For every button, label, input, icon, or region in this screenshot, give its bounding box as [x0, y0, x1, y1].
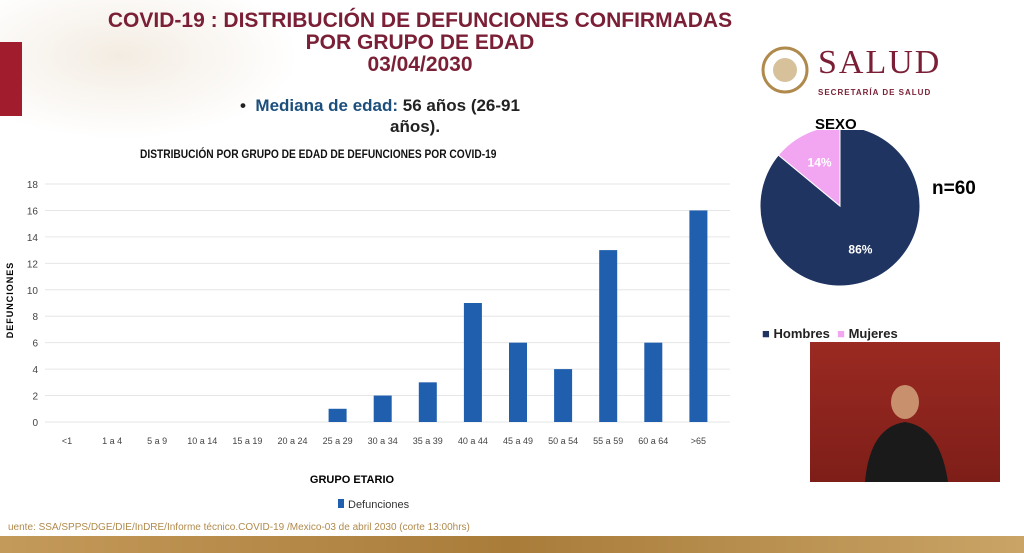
y-tick-label: 0 — [32, 418, 38, 429]
brand-name: SALUD — [818, 44, 942, 81]
sign-language-video — [810, 342, 1000, 482]
background-decoration — [0, 0, 300, 140]
y-tick-label: 14 — [27, 233, 39, 244]
x-tick-label: 15 a 19 — [232, 436, 262, 446]
x-tick-label: 10 a 14 — [187, 436, 217, 446]
legend-hombres: Hombres — [773, 326, 830, 341]
brand-subtitle: SECRETARÍA DE SALUD — [818, 88, 932, 97]
pie-slice-mujeres — [777, 130, 841, 208]
median-value: 56 años (26-91 — [402, 96, 520, 115]
title-date: 03/04/2030 — [367, 53, 473, 76]
y-tick-label: 8 — [32, 312, 38, 323]
x-tick-label: 1 a 4 — [102, 436, 122, 446]
pie-chart: 86% 14% — [759, 130, 921, 287]
y-tick-label: 12 — [27, 259, 39, 270]
pie-slice-label: 86% — [848, 242, 872, 256]
x-axis-label: GRUPO ETARIO — [310, 474, 395, 486]
median-label: Mediana de edad: — [255, 96, 399, 115]
y-tick-label: 6 — [32, 339, 38, 350]
sample-size: n=60 — [932, 178, 976, 199]
x-tick-label: 60 a 64 — [638, 436, 668, 446]
bar — [328, 408, 347, 422]
bar — [373, 395, 392, 422]
x-tick-label: 50 a 54 — [548, 436, 578, 446]
x-tick-label: <1 — [62, 436, 72, 446]
median-value-cont: años). — [390, 117, 441, 136]
footer-bar — [0, 536, 1024, 553]
legend-label: Defunciones — [348, 499, 410, 511]
pie-slice-hombres — [759, 130, 921, 287]
red-accent-bar — [0, 42, 22, 116]
title-line: COVID-19 : DISTRIBUCIÓN DE DEFUNCIONES C… — [107, 9, 733, 32]
y-tick-label: 18 — [27, 180, 39, 191]
bar — [644, 342, 663, 422]
pie-legend: ■ Hombres ■ Mujeres — [762, 326, 898, 341]
x-tick-label: 45 a 49 — [503, 436, 533, 446]
pie-title: SEXO — [815, 116, 857, 133]
y-tick-label: 16 — [27, 206, 39, 217]
bar — [599, 250, 618, 422]
x-tick-label: 40 a 44 — [458, 436, 488, 446]
pie-slice-label: 14% — [808, 156, 832, 170]
legend-mujeres: Mujeres — [848, 326, 898, 341]
chart-title: DISTRIBUCIÓN POR GRUPO DE EDAD DE DEFUNC… — [140, 147, 497, 161]
title-line: POR GRUPO DE EDAD — [305, 31, 535, 54]
x-tick-label: >65 — [691, 436, 706, 446]
seal-logo — [761, 46, 809, 94]
x-tick-label: 5 a 9 — [147, 436, 167, 446]
y-tick-label: 2 — [32, 392, 38, 403]
bar — [463, 303, 482, 422]
bar-chart: <1 1 a 4 5 a 9 10 a 14 15 a 19 20 a 24 25 a 29… — [5, 180, 730, 511]
x-tick-label: 20 a 24 — [277, 436, 307, 446]
x-tick-label: 35 a 39 — [413, 436, 443, 446]
x-tick-label: 30 a 34 — [368, 436, 398, 446]
y-axis-label: DEFUNCIONES — [5, 262, 15, 339]
bar — [509, 342, 527, 422]
median-age: • Mediana de edad: 56 años (26-91 años). — [240, 96, 520, 136]
x-tick-label: 55 a 59 — [593, 436, 623, 446]
x-tick-label: 25 a 29 — [323, 436, 353, 446]
bar — [689, 210, 708, 422]
legend-swatch — [338, 499, 344, 508]
bar — [418, 382, 437, 422]
page-title: COVID-19 : DISTRIBUCIÓN DE DEFUNCIONES C… — [40, 10, 800, 76]
y-tick-label: 4 — [32, 365, 38, 376]
source-note: uente: SSA/SPPS/DGE/DIE/InDRE/Informe té… — [8, 522, 470, 533]
bar — [554, 369, 573, 422]
y-tick-label: 10 — [27, 286, 39, 297]
